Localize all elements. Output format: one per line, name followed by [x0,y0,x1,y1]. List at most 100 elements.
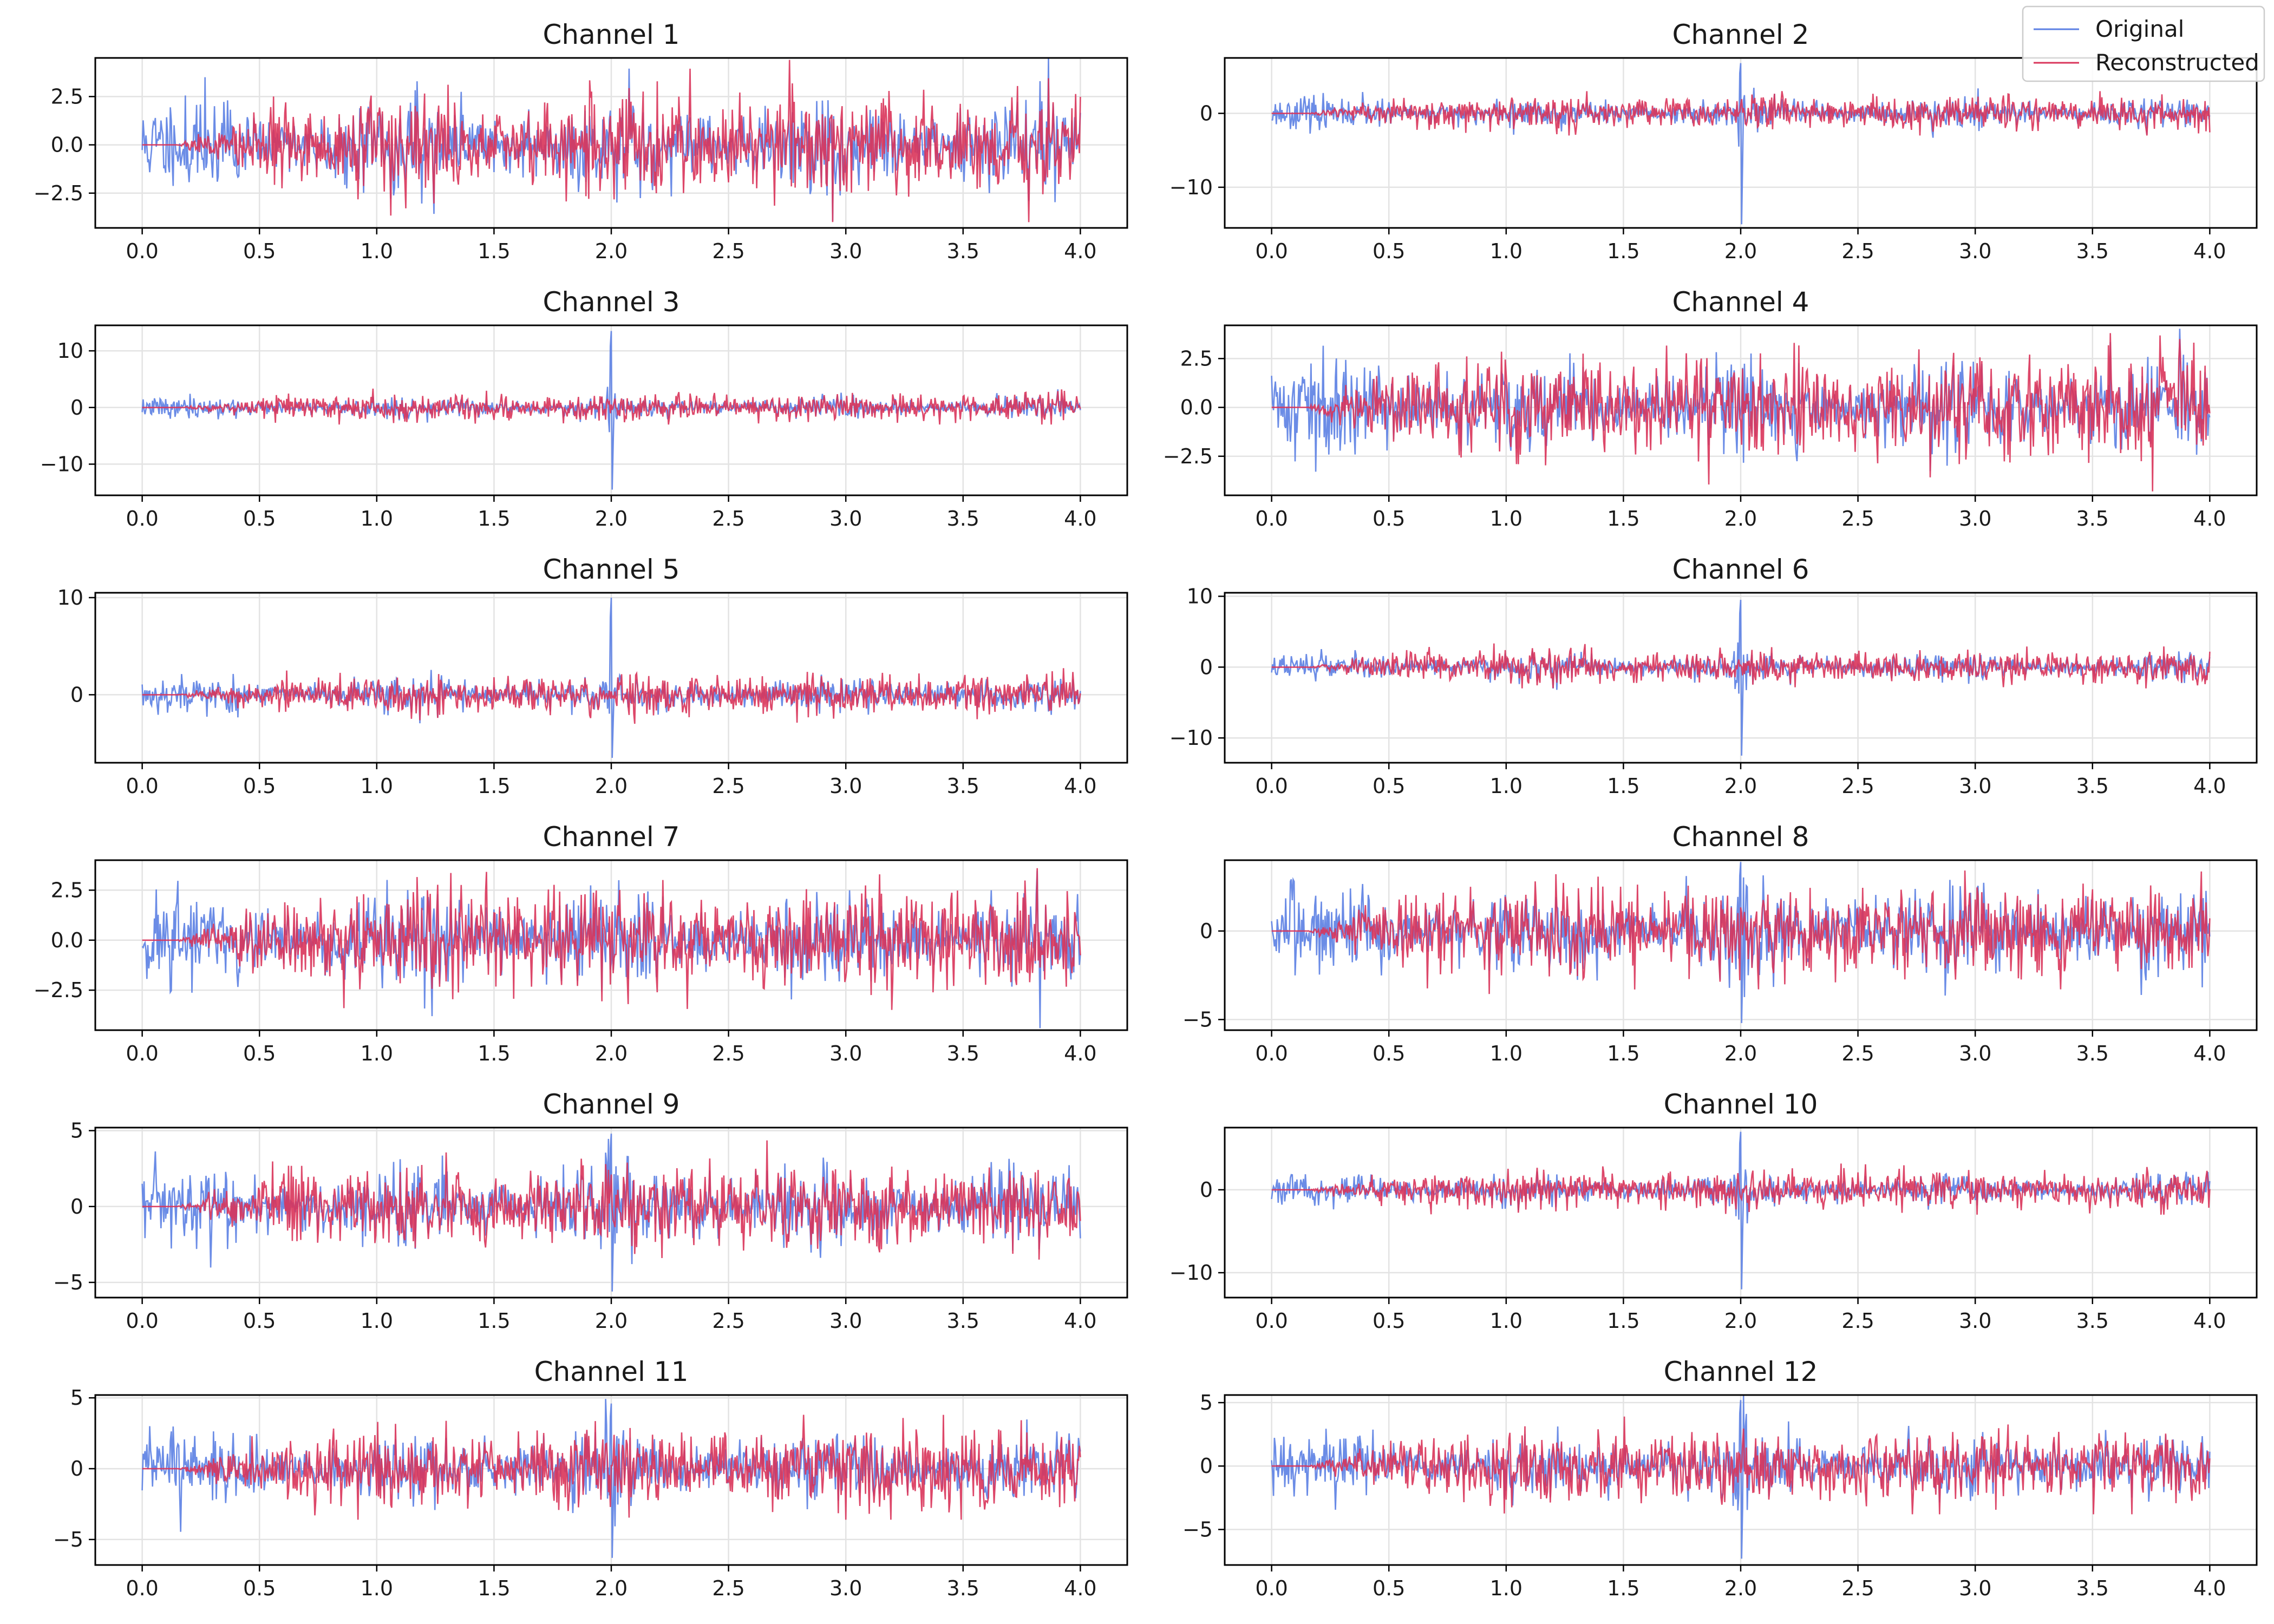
x-tick-label: 4.0 [2193,507,2226,531]
x-tick-label: 0.5 [243,774,276,798]
x-tick-label: 4.0 [2193,774,2226,798]
x-tick-label: 2.0 [595,239,628,263]
x-tick-label: 3.0 [829,774,862,798]
subplot-11: 0.0 0.5 1.0 1.5 2.0 2.5 3.0 3.5 4.0 −5 0 5 Channel 1… [53,1356,1128,1600]
series-original-line [1271,1131,2211,1289]
x-tick-label: 2.0 [1724,1309,1757,1333]
x-tick-label: 3.0 [1959,1042,1991,1065]
y-tick-label: −2.5 [34,181,83,205]
x-tick-label: 0.0 [126,774,158,798]
x-tick-label: 1.5 [1607,507,1639,531]
plot-area [141,597,1081,758]
x-tick-label: 1.5 [1607,1309,1639,1333]
x-tick-label: 1.5 [1607,774,1639,798]
legend: Original Reconstructed [2022,5,2265,82]
subplot-4: 0.0 0.5 1.0 1.5 2.0 2.5 3.0 3.5 4.0 −2.5 0.0 2.5 Cha… [1163,286,2258,531]
y-tick-label: 2.5 [1180,346,1213,370]
y-tick-label: 0 [1200,1178,1213,1202]
x-tick-label: 2.0 [1724,774,1757,798]
x-tick-label: 3.5 [2076,1309,2109,1333]
x-tick-label: 4.0 [1064,1042,1096,1065]
y-tick-label: 0.0 [51,133,83,157]
subplot-title: Channel 9 [543,1089,680,1120]
x-tick-label: 0.0 [126,1042,158,1065]
series-original-line [1271,600,2211,756]
x-tick-label: 3.5 [947,507,979,531]
x-tick-label: 4.0 [1064,1576,1096,1600]
x-tick-label: 1.5 [1607,1576,1639,1600]
subplot-title: Channel 5 [543,554,680,585]
x-tick-label: 1.0 [1490,1309,1522,1333]
x-tick-label: 0.5 [1373,1576,1405,1600]
y-tick-label: 2.5 [51,878,83,902]
plot-area [1271,600,2211,756]
x-tick-label: 1.0 [361,1042,393,1065]
x-tick-label: 1.5 [478,507,510,531]
y-tick-label: 10 [57,586,83,610]
x-tick-label: 1.5 [478,1309,510,1333]
x-tick-label: 4.0 [2193,1042,2226,1065]
x-tick-label: 1.0 [1490,1576,1522,1600]
x-tick-label: 3.5 [2076,1576,2109,1600]
y-tick-label: −5 [1182,1007,1213,1031]
x-tick-label: 1.0 [361,1309,393,1333]
x-tick-label: 2.5 [712,239,744,263]
series-reconstructed-line [1271,1163,2211,1215]
y-tick-label: −5 [53,1528,83,1551]
x-tick-label: 0.0 [1255,1309,1288,1333]
y-tick-label: −5 [1182,1517,1213,1541]
x-tick-label: 2.0 [1724,507,1757,531]
x-tick-label: 1.0 [1490,774,1522,798]
subplot-12: 0.0 0.5 1.0 1.5 2.0 2.5 3.0 3.5 4.0 −5 0 5 Channel 1… [1182,1356,2258,1600]
plot-area [1271,329,2211,492]
x-tick-label: 1.0 [361,774,393,798]
subplot-title: Channel 4 [1672,286,1809,318]
subplot-8: 0.0 0.5 1.0 1.5 2.0 2.5 3.0 3.5 4.0 −5 0 Channel 8 [1182,821,2258,1065]
x-tick-label: 2.0 [1724,1042,1757,1065]
x-tick-label: 0.0 [1255,1042,1288,1065]
x-tick-label: 3.0 [1959,507,1991,531]
x-tick-label: 2.5 [1841,507,1874,531]
y-tick-label: 10 [1187,585,1213,608]
x-tick-label: 4.0 [1064,774,1096,798]
plot-area [1271,862,2211,1023]
y-tick-label: −5 [53,1271,83,1294]
x-tick-label: 2.5 [1841,1042,1874,1065]
subplot-9: 0.0 0.5 1.0 1.5 2.0 2.5 3.0 3.5 4.0 −5 0 5 Channel 9 [53,1089,1128,1333]
x-tick-label: 2.0 [595,1309,628,1333]
x-tick-label: 3.5 [2076,239,2109,263]
x-tick-label: 2.0 [595,507,628,531]
x-tick-label: 0.5 [243,1309,276,1333]
subplot-10: 0.0 0.5 1.0 1.5 2.0 2.5 3.0 3.5 4.0 −10 0 Channel 1… [1169,1089,2258,1333]
x-tick-label: 0.5 [243,1042,276,1065]
x-tick-label: 1.5 [478,1042,510,1065]
x-tick-label: 1.0 [1490,1042,1522,1065]
legend-label-reconstructed: Reconstructed [2095,49,2259,76]
x-tick-label: 0.0 [1255,507,1288,531]
y-tick-label: 0.0 [51,928,83,952]
x-tick-label: 0.0 [126,239,158,263]
x-tick-label: 1.0 [361,239,393,263]
series-reconstructed-line [142,668,1081,724]
plot-area [141,331,1081,490]
y-tick-label: 5 [1200,1391,1213,1415]
plot-area [141,58,1081,222]
x-tick-label: 0.5 [243,1576,276,1600]
x-tick-label: 0.0 [1255,239,1288,263]
x-tick-label: 1.5 [478,774,510,798]
x-tick-label: 0.0 [126,507,158,531]
x-tick-label: 0.5 [1373,774,1405,798]
series-reconstructed-line [1271,643,2211,689]
x-tick-label: 4.0 [2193,1576,2226,1600]
subplot-1: 0.0 0.5 1.0 1.5 2.0 2.5 3.0 3.5 4.0 −2.5 0.0 2.5 Cha… [34,19,1128,263]
series-original-line [141,331,1081,490]
x-tick-label: 2.5 [1841,1309,1874,1333]
y-tick-label: 0 [70,396,83,420]
x-tick-label: 3.0 [829,1576,862,1600]
y-tick-label: 0 [1200,919,1213,943]
plot-area [141,868,1081,1029]
series-reconstructed-line [1271,870,2211,994]
x-tick-label: 0.5 [243,239,276,263]
x-tick-label: 3.5 [947,1042,979,1065]
